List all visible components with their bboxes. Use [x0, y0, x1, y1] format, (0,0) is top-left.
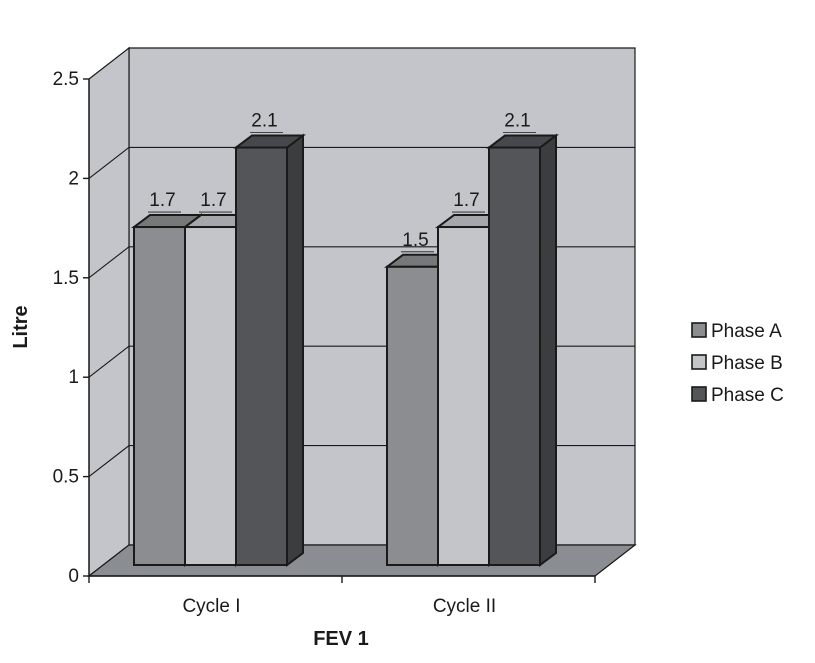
legend-entry: Phase C [711, 385, 784, 406]
legend-entry: Phase A [711, 321, 782, 342]
gridline [88, 146, 635, 179]
y-tick-label: 1 [68, 367, 79, 388]
bars [131, 133, 559, 567]
data-label: 1.7 [200, 190, 226, 211]
bar-phase-c [486, 133, 559, 567]
bar-phase-c [233, 133, 306, 567]
data-label: 2.1 [504, 111, 530, 132]
data-labels: 1.7 1.7 2.1 1.5 1.7 2.1 [148, 111, 536, 253]
y-tick-label: 0 [68, 566, 79, 587]
y-tick-label: 0.5 [53, 467, 79, 488]
data-label: 1.5 [402, 230, 428, 251]
bar-front [386, 265, 439, 566]
y-axis-title: Litre [10, 305, 32, 348]
data-label: 1.7 [149, 190, 175, 211]
legend-swatch [691, 322, 707, 338]
x-axis-title: FEV 1 [313, 628, 369, 650]
bar-front [133, 226, 186, 566]
bar-side [286, 133, 304, 567]
x-category-label: Cycle I [182, 596, 240, 617]
legend-swatch [691, 386, 707, 402]
data-label: 2.1 [251, 111, 277, 132]
bar-front [235, 146, 288, 567]
bar-side [539, 133, 557, 567]
bar-front [488, 146, 541, 567]
legend-entry: Phase B [711, 353, 783, 374]
axes: 0 0.5 1 1.5 2 2.5 Cycle I Cycle II [53, 69, 596, 617]
bar-front [184, 226, 237, 566]
bar-front [437, 226, 490, 566]
y-tick-label: 2.5 [53, 69, 79, 90]
x-category-label: Cycle II [433, 596, 496, 617]
legend-swatch [691, 354, 707, 370]
y-tick-label: 2 [68, 168, 79, 189]
legend: Phase A Phase B Phase C [691, 321, 784, 406]
y-tick-label: 1.5 [53, 268, 79, 289]
side-wall [88, 46, 130, 578]
data-label: 1.7 [453, 190, 479, 211]
